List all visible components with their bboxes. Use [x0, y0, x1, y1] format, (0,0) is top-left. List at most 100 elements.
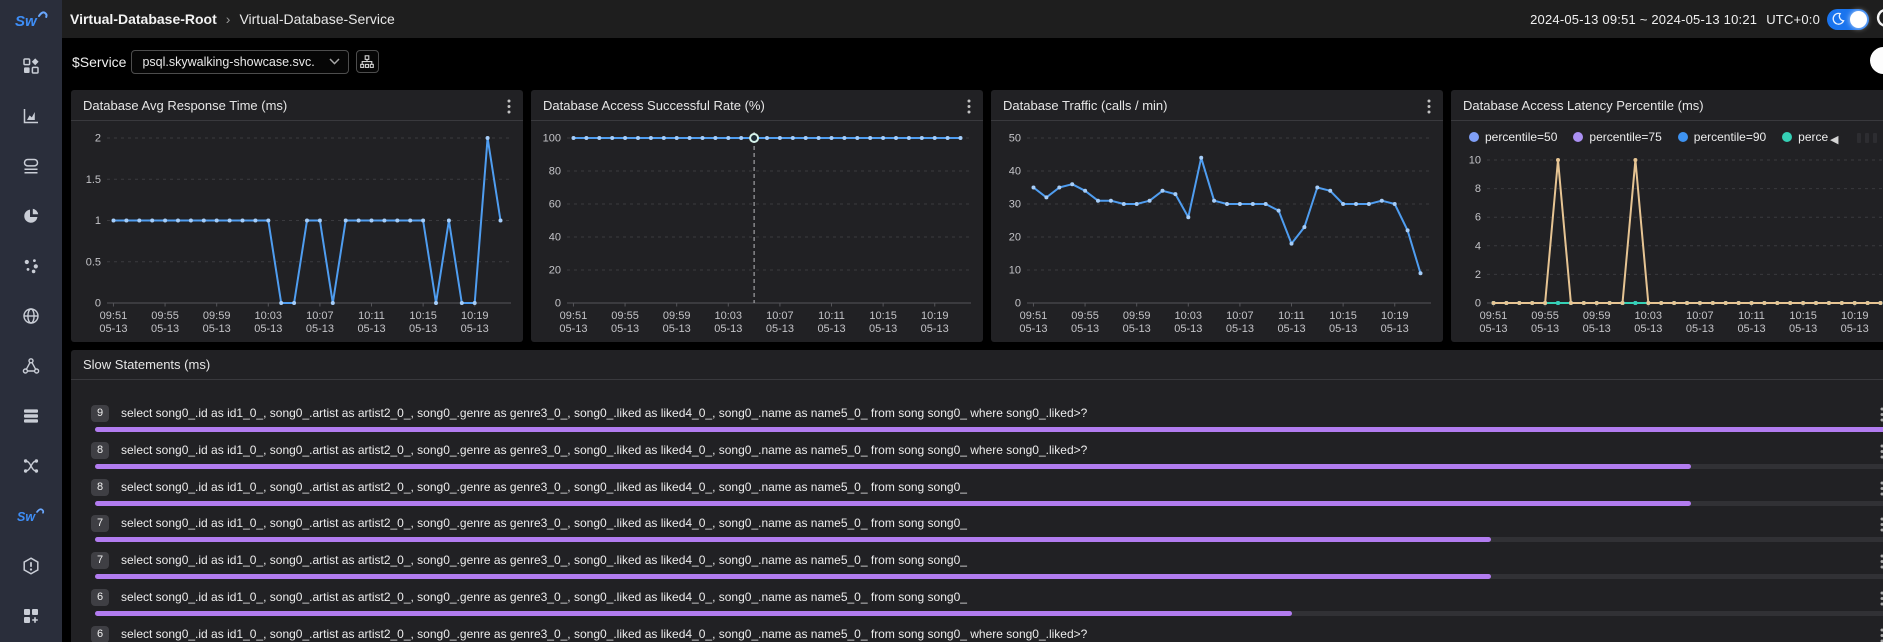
sidebar-item-dashboard-grid[interactable]: [0, 46, 62, 86]
breadcrumb-current[interactable]: Virtual-Database-Service: [239, 11, 395, 27]
sidebar-item-shield-alert[interactable]: [0, 546, 62, 586]
sidebar-item-bar-chart[interactable]: [0, 96, 62, 136]
breadcrumb-root[interactable]: Virtual-Database-Root: [70, 11, 217, 27]
statement-more-icon[interactable]: [1875, 516, 1883, 532]
y-tick-label: 20: [549, 265, 561, 277]
x-tick-time: 10:15: [409, 310, 437, 322]
y-tick-label: 50: [1009, 133, 1021, 145]
x-tick-time: 09:55: [1071, 310, 1099, 322]
legend-label: percentile=95: [1798, 130, 1829, 144]
help-fab-button[interactable]: [1870, 47, 1883, 74]
sidebar-item-topology[interactable]: [0, 346, 62, 386]
statement-sql-text: select song0_.id as id1_0_, song0_.artis…: [121, 553, 967, 568]
sidebar-item-network-flow[interactable]: [0, 446, 62, 486]
sidebar-item-skywalking-mini[interactable]: Sw: [0, 496, 62, 536]
slow-statement-row[interactable]: 7 select song0_.id as id1_0_, song0_.arti…: [71, 515, 1883, 552]
x-tick-time: 09:59: [1123, 310, 1151, 322]
svg-text:Sw: Sw: [15, 13, 38, 30]
service-select[interactable]: psql.skywalking-showcase.svc.: [131, 49, 349, 74]
x-tick-time: 10:15: [869, 310, 897, 322]
y-tick-label: 0: [555, 298, 561, 310]
statement-more-icon[interactable]: [1875, 590, 1883, 606]
server-stack-icon: [21, 156, 41, 176]
slow-statement-row[interactable]: 9 select song0_.id as id1_0_, song0_.arti…: [71, 405, 1883, 442]
x-tick-time: 10:07: [306, 310, 334, 322]
y-tick-label: 40: [549, 232, 561, 244]
legend-prev-arrow-icon[interactable]: ◀: [1830, 134, 1839, 146]
panel-menu-icon[interactable]: [961, 98, 977, 114]
sidebar-item-globe[interactable]: [0, 296, 62, 336]
statement-sql-text: select song0_.id as id1_0_, song0_.artis…: [121, 442, 1088, 457]
slow-statement-row[interactable]: 6 select song0_.id as id1_0_, song0_.arti…: [71, 589, 1883, 626]
sidebar-item-grid-plus[interactable]: [0, 596, 62, 636]
x-tick-time: 10:03: [715, 310, 743, 322]
sidebar-item-scatter-dots[interactable]: [0, 246, 62, 286]
x-tick-date: 05-13: [663, 323, 691, 335]
slow-statement-row[interactable]: 7 select song0_.id as id1_0_, song0_.arti…: [71, 552, 1883, 589]
sidebar-item-list-rows[interactable]: [0, 396, 62, 436]
chart-canvas: 0102030405009:5105-1309:5505-1309:5905-1…: [1009, 133, 1431, 335]
legend-item-percentile=90[interactable]: percentile=90: [1677, 130, 1767, 144]
x-tick-date: 05-13: [869, 323, 897, 335]
legend-item-percentile=75[interactable]: percentile=75: [1573, 130, 1662, 144]
x-tick-date: 05-13: [921, 323, 949, 335]
slow-statement-row[interactable]: 8 select song0_.id as id1_0_, song0_.arti…: [71, 478, 1883, 516]
series-markers-traffic: [1031, 155, 1423, 276]
sidebar-item-server-stack[interactable]: [0, 146, 62, 186]
statement-bar-track: [95, 574, 1883, 580]
y-tick-label: 6: [1475, 212, 1481, 224]
x-tick-date: 05-13: [1531, 323, 1559, 335]
statement-bar-track: [95, 500, 1883, 506]
crosshair-point: [749, 133, 760, 143]
statement-duration-badge: 8: [91, 441, 109, 459]
y-tick-label: 20: [1009, 232, 1021, 244]
slow-statement-row[interactable]: 8 select song0_.id as id1_0_, song0_.arti…: [71, 441, 1883, 479]
statement-more-icon[interactable]: [1875, 627, 1883, 642]
legend-item-percentile=95[interactable]: percentile=95: [1782, 130, 1829, 144]
statement-more-icon[interactable]: [1875, 480, 1883, 496]
chart-latency-percentile[interactable]: 0 2 4 6 8 10 09:51 05-13 09:55 05-13 09:59 05-13 10:…: [1451, 122, 1883, 342]
chevron-down-icon: [329, 58, 340, 65]
legend-item-percentile=50[interactable]: percentile=50: [1469, 130, 1557, 144]
panel-menu-icon[interactable]: [1421, 98, 1437, 114]
x-tick-time: 10:03: [1175, 310, 1203, 322]
top-header: Virtual-Database-Root › Virtual-Database…: [62, 0, 1883, 38]
x-tick-date: 05-13: [99, 323, 127, 335]
x-tick-date: 05-13: [1381, 323, 1409, 335]
statement-more-icon[interactable]: [1875, 553, 1883, 569]
service-select-value: psql.skywalking-showcase.svc.: [142, 54, 315, 69]
chart-avg-response-time[interactable]: 0 0.5 1 1.5 2 09:51 05-13 09:55 05-13 09:59 05-13 1…: [71, 122, 523, 342]
panel-menu-icon[interactable]: [501, 98, 517, 114]
refresh-icon[interactable]: [1875, 8, 1883, 30]
dark-mode-toggle[interactable]: [1827, 8, 1869, 30]
x-tick-date: 05-13: [1634, 323, 1662, 335]
slow-statement-row[interactable]: 6 select song0_.id as id1_0_, song0_.arti…: [71, 625, 1883, 642]
panel-title: Database Avg Response Time (ms): [83, 98, 288, 113]
sidebar-logo[interactable]: Sw: [0, 0, 62, 40]
panel-title: Database Access Successful Rate (%): [543, 98, 765, 113]
dashboard-area: Database Avg Response Time (ms) 0 0.5 1 1.5…: [62, 85, 1883, 642]
header-right-controls: 2024-05-13 09:51 ~ 2024-05-13 10:21 UTC+…: [1530, 0, 1883, 38]
x-tick-date: 05-13: [203, 323, 231, 335]
series-line-percentile=99: [1492, 159, 1882, 304]
chart-traffic[interactable]: 0 10 20 30 40 50 09:51 05-13 09:55 05-13 09:59 05-1…: [991, 122, 1443, 342]
statement-more-icon[interactable]: [1875, 443, 1883, 459]
statement-bar-fill: [95, 500, 1691, 506]
x-tick-time: 10:11: [358, 310, 385, 322]
y-tick-label: 1: [95, 215, 101, 227]
statement-more-icon[interactable]: [1875, 406, 1883, 422]
x-tick-time: 09:55: [1531, 310, 1559, 322]
y-tick-label: 60: [549, 199, 561, 211]
legend-label: percentile=90: [1693, 130, 1767, 144]
toggle-knob: [1850, 10, 1867, 28]
sidebar-item-pie-chart[interactable]: [0, 196, 62, 236]
legend-label: percentile=75: [1589, 130, 1662, 144]
statement-bar-fill: [95, 611, 1292, 616]
time-range-picker[interactable]: 2024-05-13 09:51 ~ 2024-05-13 10:21: [1530, 11, 1758, 27]
service-hierarchy-button[interactable]: [355, 50, 379, 73]
statement-sql-text: select song0_.id as id1_0_, song0_.artis…: [121, 590, 967, 604]
dashboard-grid-icon: [21, 56, 41, 76]
x-tick-date: 05-13: [817, 323, 845, 335]
chart-successful-rate[interactable]: 0 20 40 60 80 100 09:51 05-13 09:55 05-13 09:59 05-…: [531, 122, 983, 342]
y-tick-label: 0.5: [86, 256, 101, 268]
